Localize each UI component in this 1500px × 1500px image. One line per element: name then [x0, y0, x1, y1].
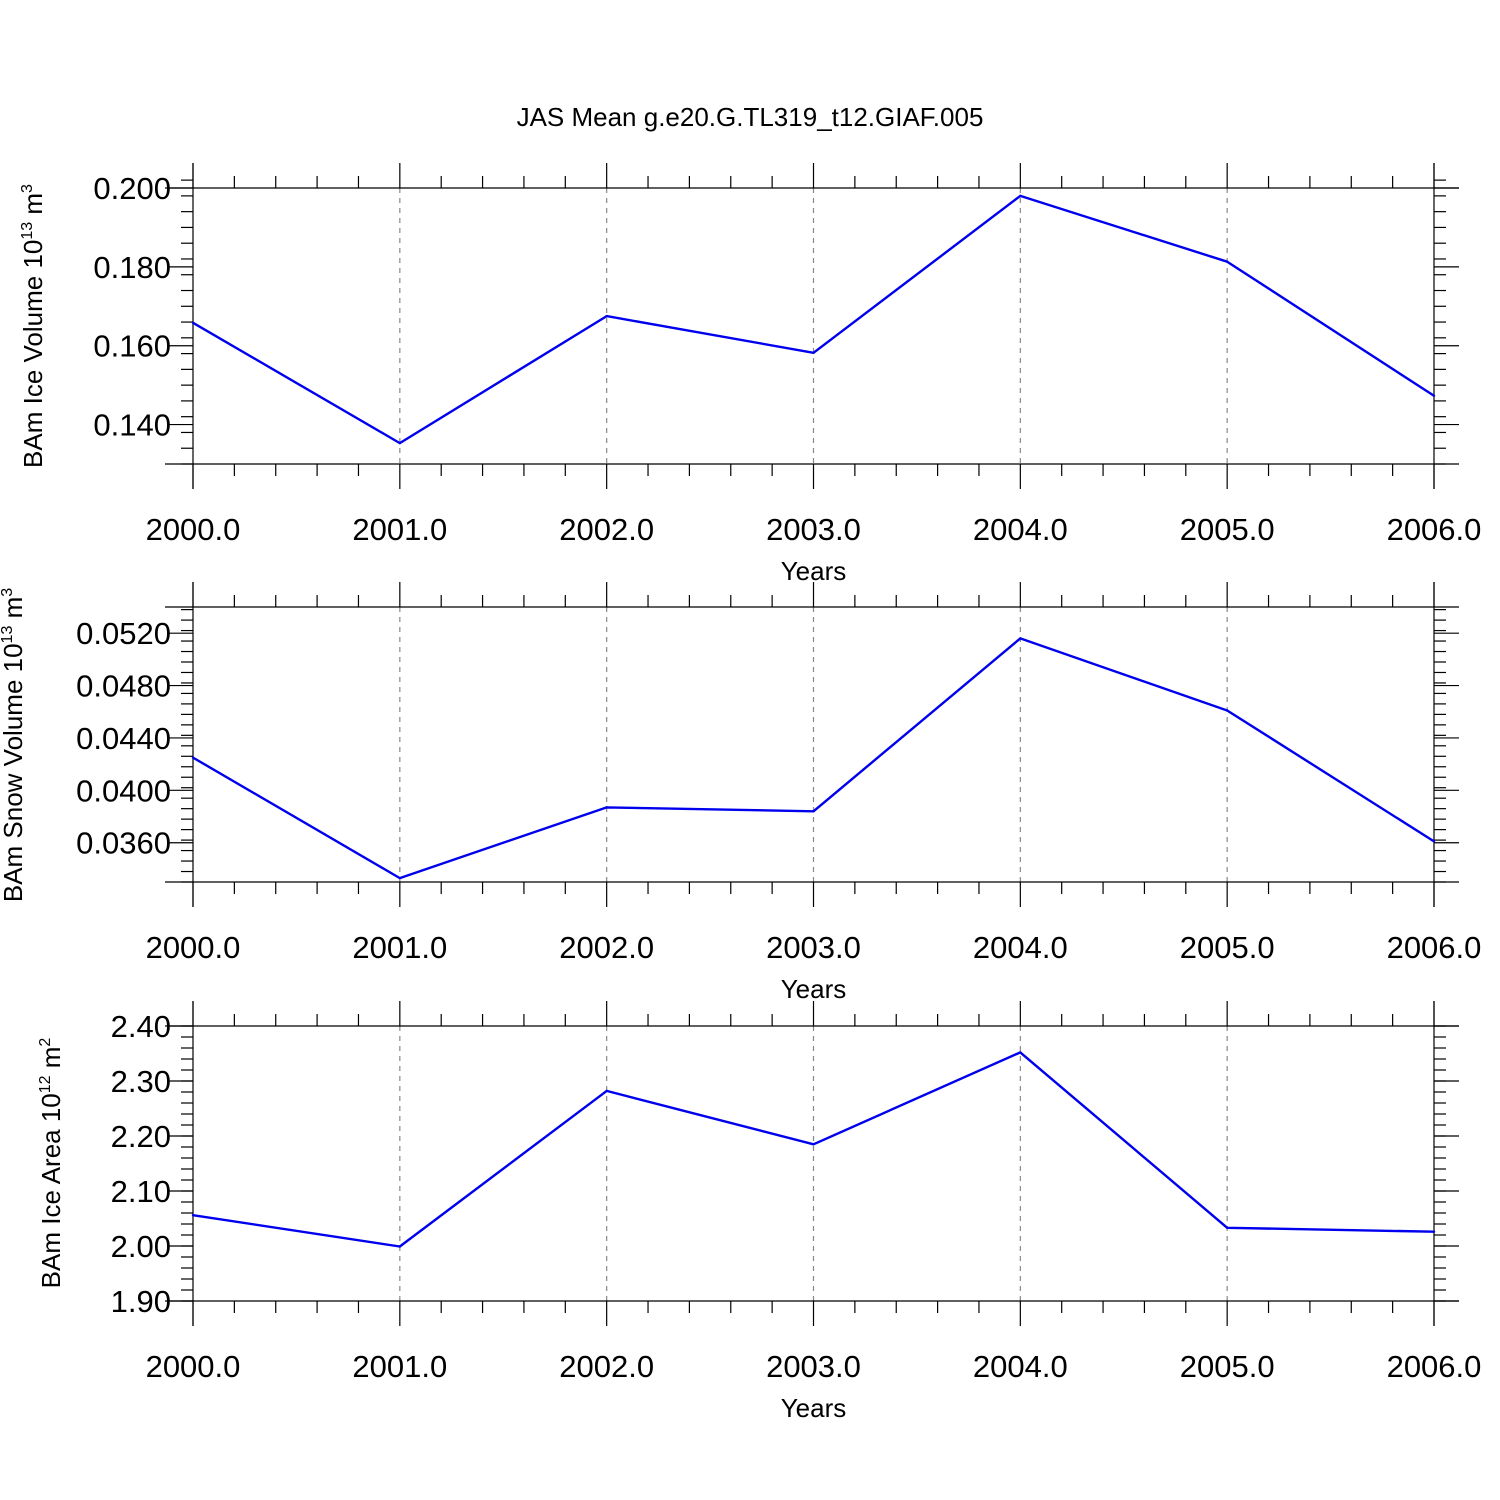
data-point	[812, 1143, 815, 1146]
data-point	[812, 810, 815, 813]
data-point	[1225, 260, 1229, 263]
y-tick-label: 0.0360	[76, 826, 171, 861]
y-tick-label: 0.0400	[76, 773, 171, 808]
x-axis-title: Years	[781, 974, 847, 1004]
x-tick-label: 2002.0	[559, 1349, 654, 1384]
data-point	[1432, 840, 1436, 843]
y-axis-title: BAm Ice Area 1012 m2	[36, 1038, 66, 1289]
y-tick-label: 2.30	[111, 1064, 171, 1099]
data-point	[191, 756, 195, 759]
x-tick-label: 2002.0	[559, 930, 654, 965]
x-tick-label: 2000.0	[146, 512, 241, 547]
x-tick-label: 2005.0	[1180, 930, 1275, 965]
data-point	[1019, 637, 1022, 640]
x-tick-label: 2006.0	[1387, 930, 1482, 965]
figure-title: JAS Mean g.e20.G.TL319_t12.GIAF.005	[517, 102, 984, 132]
data-point	[605, 1089, 608, 1093]
y-tick-label: 0.160	[93, 329, 171, 364]
y-tick-label: 0.0520	[76, 616, 171, 651]
data-point	[1432, 1230, 1436, 1233]
y-tick-label: 2.40	[111, 1009, 171, 1044]
x-tick-label: 2004.0	[973, 1349, 1068, 1384]
panel-1: 0.140 0.160 0.180 0.200 2000.0 2001.0 2002.0 20…	[18, 163, 1481, 586]
x-tick-label: 2006.0	[1387, 512, 1482, 547]
x-tick-label: 2006.0	[1387, 1349, 1482, 1384]
x-tick-label: 2002.0	[559, 512, 654, 547]
y-axis-title: BAm Ice Volume 1013 m3	[18, 184, 48, 468]
y-tick-label: 0.180	[93, 250, 171, 285]
x-tick-label: 2000.0	[146, 1349, 241, 1384]
y-tick-label: 0.0480	[76, 669, 171, 704]
y-axis-title: BAm Snow Volume 1013 m3	[0, 588, 28, 902]
x-axis-title: Years	[781, 556, 847, 586]
panel-2: 0.0360 0.0400 0.0440 0.0480 0.0520 2000.0 2001…	[0, 582, 1481, 1004]
data-point	[191, 321, 195, 325]
x-tick-label: 2003.0	[766, 512, 861, 547]
panel-3: 1.90 2.00 2.10 2.20 2.30 2.40 2000.0 2001.0 2002…	[36, 1001, 1481, 1423]
x-tick-label: 2001.0	[352, 930, 447, 965]
data-point	[605, 314, 608, 318]
y-tick-label: 2.20	[111, 1119, 171, 1154]
x-tick-label: 2005.0	[1180, 512, 1275, 547]
data-point	[1225, 1226, 1229, 1230]
x-tick-label: 2003.0	[766, 930, 861, 965]
y-tick-label: 0.0440	[76, 721, 171, 756]
y-tick-label: 2.10	[111, 1174, 171, 1209]
x-tick-label: 2004.0	[973, 512, 1068, 547]
data-point	[398, 441, 402, 445]
data-point	[398, 1245, 402, 1248]
panels: 0.140 0.160 0.180 0.200 2000.0 2001.0 2002.0 20…	[0, 163, 1481, 1423]
data-point	[1225, 709, 1229, 712]
x-axis-title: Years	[781, 1393, 847, 1423]
x-tick-label: 2001.0	[352, 1349, 447, 1384]
data-point	[398, 876, 402, 880]
data-point	[1432, 394, 1436, 397]
data-point	[191, 1214, 195, 1217]
y-tick-label: 0.140	[93, 408, 171, 443]
data-point	[812, 351, 815, 355]
x-tick-label: 2001.0	[352, 512, 447, 547]
x-tick-label: 2000.0	[146, 930, 241, 965]
x-tick-label: 2005.0	[1180, 1349, 1275, 1384]
data-point	[1019, 1051, 1022, 1054]
y-tick-label: 2.00	[111, 1229, 171, 1264]
y-tick-label: 0.200	[93, 171, 171, 206]
x-tick-label: 2004.0	[973, 930, 1068, 965]
y-tick-label: 1.90	[111, 1284, 171, 1319]
x-tick-label: 2003.0	[766, 1349, 861, 1384]
data-point	[605, 806, 608, 809]
data-point	[1019, 194, 1022, 198]
